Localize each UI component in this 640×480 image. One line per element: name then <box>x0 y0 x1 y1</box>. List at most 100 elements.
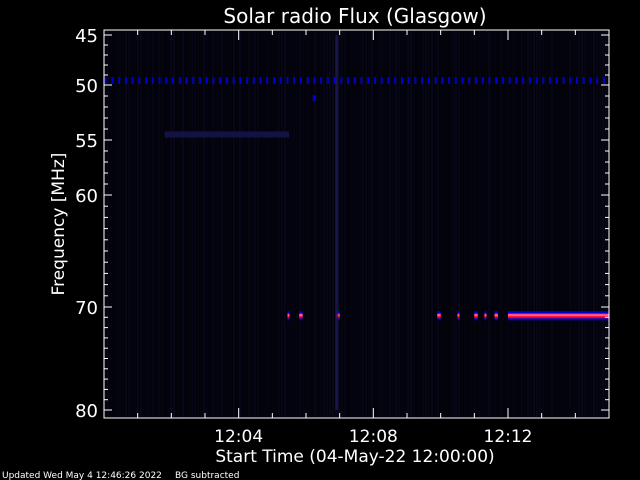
noise-column <box>284 30 286 418</box>
carrier-tick <box>111 77 114 84</box>
carrier-tick <box>589 77 592 84</box>
carrier-tick <box>522 77 525 84</box>
noise-column <box>137 30 139 418</box>
burst-peak <box>437 314 441 317</box>
noise-column <box>500 30 502 418</box>
broadband-streak <box>335 35 339 410</box>
burst-peak <box>484 314 487 317</box>
noise-column <box>437 30 439 418</box>
noise-column <box>497 30 499 418</box>
noise-column <box>602 30 604 418</box>
noise-column <box>149 30 151 418</box>
noise-column <box>563 30 565 418</box>
noise-column <box>299 30 301 418</box>
carrier-tick <box>441 77 444 84</box>
noise-column <box>140 30 142 418</box>
noise-column <box>410 30 412 418</box>
carrier-tick <box>198 77 201 84</box>
carrier-tick <box>602 77 605 84</box>
noise-column <box>368 30 370 418</box>
carrier-tick <box>104 77 107 84</box>
carrier-tick <box>212 77 215 84</box>
noise-column <box>152 30 154 418</box>
carrier-tick <box>165 77 168 84</box>
chart-title: Solar radio Flux (Glasgow) <box>223 4 486 28</box>
noise-column <box>440 30 442 418</box>
noise-column <box>206 30 208 418</box>
carrier-tick <box>239 77 242 84</box>
noise-column <box>545 30 547 418</box>
x-tick-label: 12:12 <box>484 427 533 447</box>
noise-column <box>167 30 169 418</box>
carrier-tick <box>158 77 161 84</box>
noise-column <box>557 30 559 418</box>
noise-column <box>230 30 232 418</box>
carrier-tick <box>118 77 121 84</box>
noise-column <box>398 30 400 418</box>
y-axis-label: Frequency [MHz] <box>49 153 69 296</box>
noise-column <box>305 30 307 418</box>
noise-column <box>290 30 292 418</box>
carrier-tick <box>528 77 531 84</box>
noise-column <box>590 30 592 418</box>
carrier-tick <box>347 77 350 84</box>
noise-column <box>494 30 496 418</box>
noise-column <box>554 30 556 418</box>
x-tick-label: 12:04 <box>214 427 263 447</box>
noise-column <box>413 30 415 418</box>
carrier-tick <box>448 77 451 84</box>
noise-column <box>179 30 181 418</box>
noise-column <box>110 30 112 418</box>
noise-column <box>506 30 508 418</box>
noise-column <box>503 30 505 418</box>
noise-column <box>278 30 280 418</box>
carrier-tick <box>299 77 302 84</box>
noise-column <box>182 30 184 418</box>
noise-column <box>431 30 433 418</box>
carrier-tick <box>475 77 478 84</box>
noise-column <box>386 30 388 418</box>
noise-column <box>452 30 454 418</box>
noise-column <box>560 30 562 418</box>
carrier-tick <box>306 77 309 84</box>
burst-peak <box>299 314 303 317</box>
noise-column <box>200 30 202 418</box>
noise-column <box>245 30 247 418</box>
noise-column <box>146 30 148 418</box>
carrier-tick <box>232 77 235 84</box>
noise-column <box>119 30 121 418</box>
noise-column <box>221 30 223 418</box>
noise-column <box>401 30 403 418</box>
noise-column <box>425 30 427 418</box>
noise-column <box>209 30 211 418</box>
burst-peak <box>494 314 498 317</box>
noise-column <box>605 30 607 418</box>
noise-column <box>599 30 601 418</box>
noise-column <box>377 30 379 418</box>
noise-column <box>536 30 538 418</box>
noise-column <box>122 30 124 418</box>
noise-column <box>575 30 577 418</box>
noise-column <box>566 30 568 418</box>
y-axis: 45 50 55 60 70 80 <box>75 26 609 422</box>
noise-column <box>515 30 517 418</box>
burst-peak <box>457 314 460 317</box>
noise-column <box>191 30 193 418</box>
noise-column <box>107 30 109 418</box>
carrier-tick <box>360 77 363 84</box>
noise-column <box>446 30 448 418</box>
noise-column <box>551 30 553 418</box>
carrier-tick <box>266 77 269 84</box>
carrier-tick <box>468 77 471 84</box>
noise-column <box>302 30 304 418</box>
burst-peak <box>287 314 290 317</box>
carrier-tick <box>501 77 504 84</box>
noise-column <box>188 30 190 418</box>
noise-column <box>509 30 511 418</box>
noise-column <box>251 30 253 418</box>
noise-column <box>356 30 358 418</box>
noise-column <box>161 30 163 418</box>
noise-column <box>584 30 586 418</box>
noise-column <box>263 30 265 418</box>
